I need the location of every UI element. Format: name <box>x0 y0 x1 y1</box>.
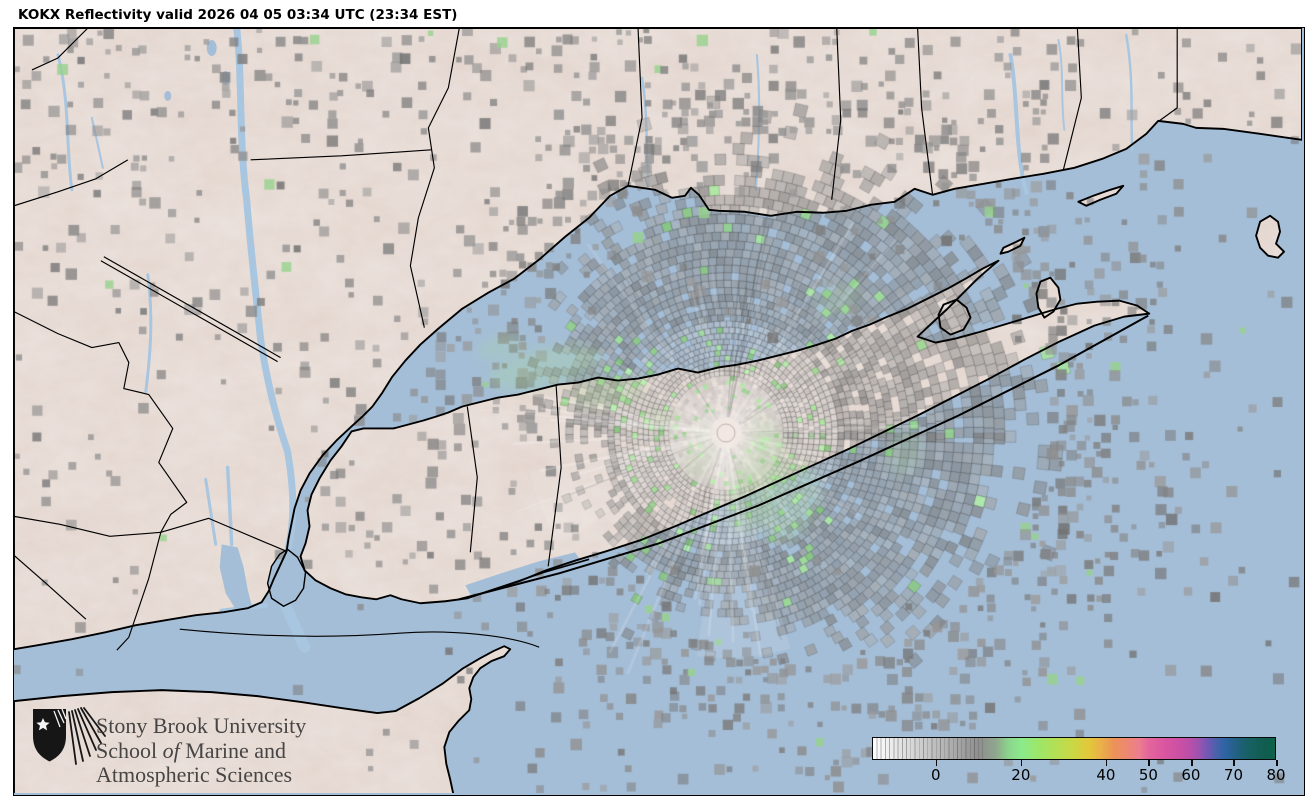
colorbar-tick <box>1020 760 1023 766</box>
colorbar-tick-label: 70 <box>1223 766 1244 784</box>
sbu-logo-line2: School of Marine and <box>96 737 287 763</box>
colorbar-steps <box>873 738 984 759</box>
sbu-rays-icon <box>68 707 106 765</box>
colorbar-tick <box>1105 760 1108 766</box>
sbu-logo-line1: Stony Brook University <box>96 713 307 738</box>
title-bar: KOKX Reflectivity valid 2026 04 05 03:34… <box>18 4 457 28</box>
sbu-logo-text: Stony Brook University School of Marine … <box>96 706 306 788</box>
reflectivity-colorbar: 0 20 40 50 60 70 80 <box>872 737 1286 786</box>
radar-echo-canvas <box>14 28 1302 793</box>
radar-map: Stony Brook University School of Marine … <box>13 27 1305 796</box>
colorbar-tick-label: 50 <box>1138 766 1158 784</box>
colorbar-tick-label: 60 <box>1181 766 1201 784</box>
colorbar-tick <box>1190 760 1193 766</box>
sbu-shield-icon <box>33 707 106 765</box>
colorbar-tick <box>1233 760 1236 766</box>
colorbar-tick <box>935 760 938 766</box>
colorbar-tick-label: 0 <box>931 766 941 784</box>
colorbar-tick-label: 40 <box>1096 766 1116 784</box>
map-title: KOKX Reflectivity valid 2026 04 05 03:34… <box>18 7 458 23</box>
sbu-logo: Stony Brook University School of Marine … <box>30 706 306 788</box>
colorbar-tick <box>1148 760 1150 766</box>
colorbar-ticks: 0 20 40 50 60 70 80 <box>872 760 1286 786</box>
colorbar-gradient <box>872 737 1276 760</box>
sbu-logo-line3: Atmospheric Sciences <box>96 762 293 787</box>
colorbar-tick-label: 80 <box>1266 766 1286 784</box>
colorbar-tick <box>1276 760 1278 766</box>
colorbar-tick-label: 20 <box>1011 766 1031 784</box>
